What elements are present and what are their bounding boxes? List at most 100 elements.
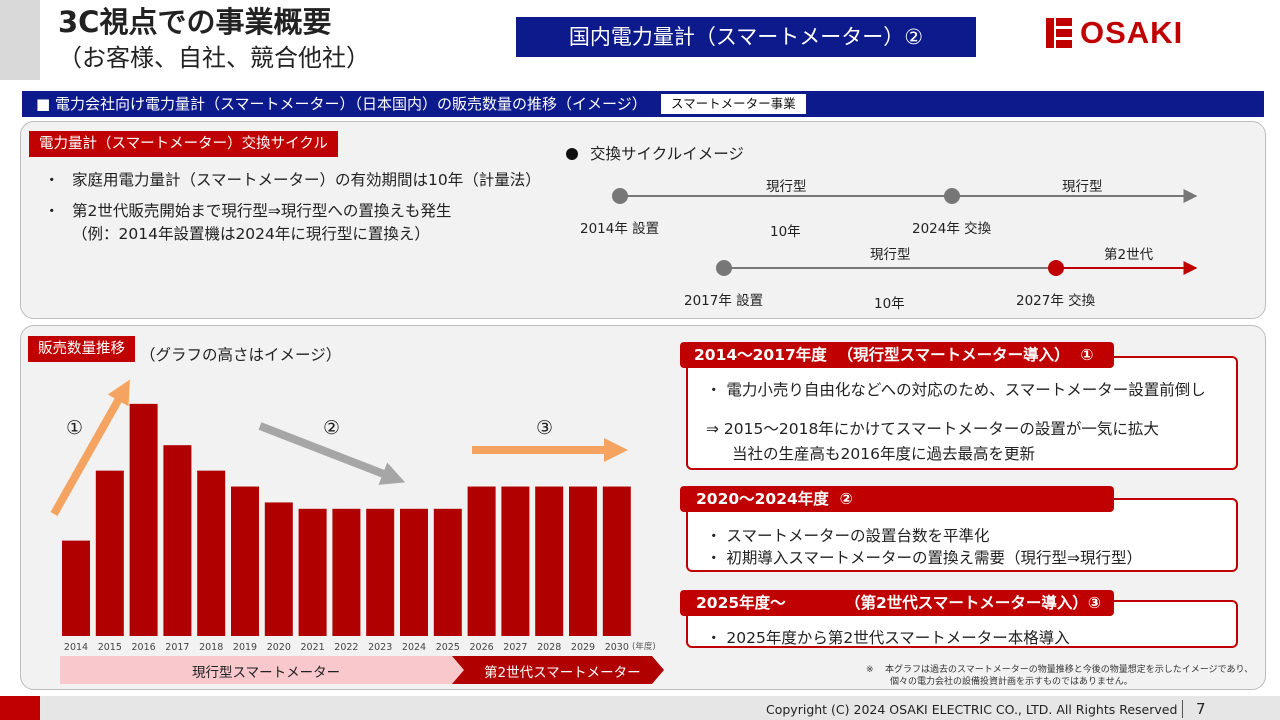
timeline-row2-span: 10年 [874,296,905,312]
bar-2026 [467,486,496,636]
page-heading: 国内電力量計（スマートメーター）② [516,17,976,57]
osaki-logo-mark-icon [1046,18,1072,48]
cycle-bullet-2-text: 第2世代販売開始まで現行型⇒現行型への置換えも発生 [72,202,452,220]
bar-2022 [332,508,361,636]
timeline-row1-start-node [612,188,628,204]
osaki-logo: OSAKI [1046,15,1184,50]
chart-note: ※ 本グラフは過去のスマートメーターの物量推移と今後の物量想定を示したイメージで… [866,664,1253,688]
bullet-dot-icon [566,148,578,160]
timeline-row2-start: 2017年 設置 [684,293,764,309]
x-axis-unit: (年度) [632,642,656,652]
phase-1-head: 2014～2017年度 （現行型スマートメーター導入） ① [680,342,1114,368]
band-current-shape [60,656,466,684]
timeline-row1-end: 2024年 交換 [912,221,992,237]
phase-1-arrow-line: ⇒ 2015～2018年にかけてスマートメーターの設置が一気に拡大 [706,420,1159,438]
section-title-bar: ■ 電力会社向け電力量計（スマートメーター）（日本国内）の販売数量の推移（イメー… [22,91,1264,117]
x-tick-2017: 2017 [165,642,189,653]
cycle-image-title-text: 交換サイクルイメージ [590,145,744,163]
bar-2017 [163,445,192,636]
bullet-mark: ・ [44,202,60,220]
x-tick-2027: 2027 [503,642,527,653]
band-current-label: 現行型スマートメーター [192,665,341,681]
timeline-row2-end: 2027年 交換 [1016,293,1096,309]
x-tick-2018: 2018 [199,642,223,653]
x-tick-2029: 2029 [571,642,595,653]
page-title: 3C視点での事業概要 [58,5,332,39]
timeline-row2-start-node [716,260,732,276]
timeline-row1-label-a: 現行型 [766,179,807,195]
band-next-shape [452,656,664,684]
header-left-accent [0,0,40,80]
bar-2020 [264,502,293,636]
x-tick-2028: 2028 [537,642,561,653]
logo-text: OSAKI [1080,15,1184,50]
note-mark: ※ [866,665,874,675]
cycle-bullet-1-text: 家庭用電力量計（スマートメーター）の有効期間は10年（計量法） [72,171,541,189]
timeline-row1-start: 2014年 設置 [580,221,660,237]
cycle-bullet-2: ・第2世代販売開始まで現行型⇒現行型への置換えも発生 [44,199,451,221]
x-tick-2015: 2015 [98,642,122,653]
footer-bar [40,696,1280,720]
phase-2-line-2: ・ 初期導入スマートメーターの置換え需要（現行型⇒現行型） [706,549,1142,567]
bullet-mark: ・ [44,171,60,189]
bar-2024 [400,508,428,636]
section-tag: スマートメーター事業 [661,94,806,114]
cycle-image-title: 交換サイクルイメージ [566,142,744,164]
page-number: 7 [1196,700,1206,718]
trend-arrow-up [50,379,130,516]
phase-2-head: 2020～2024年度 ② [680,486,1114,512]
bar-2028 [535,486,564,636]
bar-2027 [501,486,530,636]
timeline-row2-label-a: 現行型 [870,247,911,263]
x-tick-2021: 2021 [301,642,325,653]
page-subtitle: （お客様、自社、競合他社） [58,44,370,72]
note-line-2: 個々の電力会社の設備投資計画を示すものではありません。 [890,677,1133,687]
bar-2015 [95,470,124,636]
timeline-row2-label-b: 第2世代 [1104,247,1154,263]
bar-2023 [366,508,395,636]
bar-2021 [298,508,327,636]
sales-panel-label: 販売数量推移 [28,336,135,362]
bar-2019 [231,486,259,636]
x-tick-2019: 2019 [233,642,257,653]
x-tick-2025: 2025 [436,642,460,653]
chart-subtitle: （グラフの高さはイメージ） [140,346,342,364]
timeline-row2-end-node [1048,260,1064,276]
cycle-example: （例：2014年設置機は2024年に現行型に置換え） [72,225,430,243]
cycle-bullet-1: ・家庭用電力量計（スマートメーター）の有効期間は10年（計量法） [44,168,541,190]
phase-1-line-1: ・ 電力小売り自由化などへの対応のため、スマートメーター設置前倒し [706,381,1206,399]
phase-marker-3: ③ [536,417,554,439]
band-next-label: 第2世代スマートメーター [484,665,641,681]
phase-marker-1: ① [66,417,84,439]
phase-2-line-1: ・ スマートメーターの設置台数を平準化 [706,527,990,545]
x-tick-2014: 2014 [64,642,88,653]
copyright: Copyright (C) 2024 OSAKI ELECTRIC CO., L… [766,702,1178,717]
bar-2014 [62,540,90,636]
footer-divider [1182,700,1183,718]
x-tick-2020: 2020 [267,642,291,653]
cycle-panel-label: 電力量計（スマートメーター）交換サイクル [29,131,338,157]
phase-3-line-1: ・ 2025年度から第2世代スマートメーター本格導入 [706,629,1070,647]
x-tick-2022: 2022 [334,642,358,653]
note-line-1: 本グラフは過去のスマートメーターの物量推移と今後の物量想定を示したイメージであり… [885,665,1254,675]
timeline-row1-label-b: 現行型 [1062,179,1103,195]
trend-arrow-down [258,422,406,485]
timeline-row1-span: 10年 [770,224,801,240]
bar-2029 [569,486,597,636]
x-tick-2024: 2024 [402,642,426,653]
x-tick-2016: 2016 [132,642,156,653]
x-tick-2026: 2026 [470,642,494,653]
phase-1-arrow-line-2: 当社の生産高も2016年度に過去最高を更新 [732,445,1035,463]
bar-2018 [197,470,226,636]
bar-2030 [602,486,631,636]
x-tick-2023: 2023 [368,642,392,653]
phase-3-head: 2025年度～ （第2世代スマートメーター導入）③ [680,590,1114,616]
x-tick-2030: 2030 [605,642,629,653]
timeline-row1-end-node [944,188,960,204]
footer-accent [0,696,40,720]
phase-marker-2: ② [323,417,341,439]
bar-2016 [129,403,158,636]
